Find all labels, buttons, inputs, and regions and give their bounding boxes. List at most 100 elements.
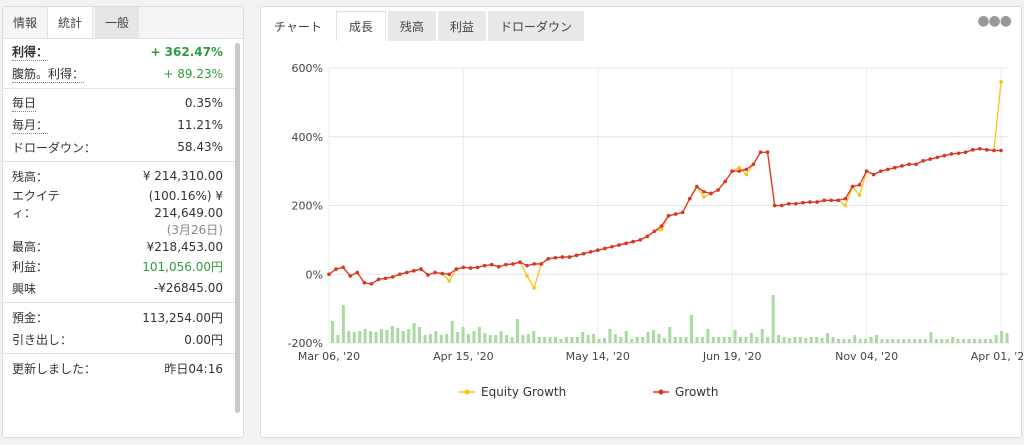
volume-bar	[363, 329, 367, 343]
volume-bar	[369, 331, 373, 343]
volume-bar	[722, 337, 726, 343]
growth-point	[560, 255, 565, 259]
updated-value: 昨日04:16	[164, 361, 223, 376]
tab-profit[interactable]: 利益	[437, 11, 486, 41]
volume-bar	[575, 337, 579, 343]
growth-point	[482, 263, 487, 268]
stats-scrollbar[interactable]	[235, 43, 240, 413]
y-tick-label: 600%	[292, 62, 323, 75]
equity-growth-point	[475, 265, 480, 270]
high-label: 最高：	[12, 240, 49, 254]
growth-point	[730, 169, 734, 173]
stats-tabs: 情報 統計 一般	[3, 7, 243, 39]
growth-point	[327, 272, 331, 277]
volume-bar	[804, 338, 808, 343]
growth-point	[893, 165, 897, 170]
volume-bar	[749, 333, 753, 343]
growth-point	[822, 198, 826, 203]
growth-point	[603, 246, 607, 251]
equity-growth-point	[518, 260, 522, 265]
growth-point	[546, 256, 551, 261]
more-dots-icon[interactable]: ●●●	[977, 13, 1012, 29]
x-tick-label: Nov 04, '20	[835, 350, 898, 363]
equity-growth-point	[985, 148, 989, 152]
growth-point	[666, 214, 671, 218]
equity-growth-point	[723, 179, 727, 184]
growth-point	[673, 212, 678, 216]
growth-point	[454, 267, 459, 271]
equity-growth-point	[426, 273, 430, 277]
growth-point	[419, 267, 423, 271]
volume-bar	[532, 331, 536, 343]
tab-info[interactable]: 情報	[13, 16, 38, 30]
tab-growth[interactable]: 成長	[335, 11, 386, 41]
equity-growth-point	[525, 274, 529, 278]
volume-bar	[597, 339, 601, 343]
equity-growth-point	[447, 279, 452, 283]
tab-balance[interactable]: 残高	[387, 11, 436, 41]
volume-bar	[559, 339, 563, 343]
balance-value: ¥ 214,310.00	[142, 169, 223, 183]
volume-bar	[390, 326, 394, 343]
volume-bar	[341, 305, 345, 343]
equity-growth-point	[794, 201, 798, 206]
monthly-label: 毎月：	[12, 118, 49, 134]
volume-bar	[815, 337, 819, 343]
growth-point	[949, 152, 954, 156]
equity-growth-point	[730, 169, 734, 173]
equity-growth-point	[631, 239, 635, 244]
growth-point	[440, 271, 444, 276]
equity-growth-point	[440, 271, 444, 276]
volume-bar	[771, 295, 775, 343]
growth-point	[836, 198, 841, 203]
volume-bar	[613, 334, 617, 343]
equity-growth-point	[992, 148, 996, 153]
volume-bar	[679, 337, 683, 343]
volume-bar	[940, 339, 944, 343]
growth-point	[624, 241, 628, 246]
tab-drawdown[interactable]: ドローダウン	[487, 11, 584, 41]
equity-growth-point	[751, 162, 756, 167]
daily-value: 0.35%	[184, 96, 223, 110]
growth-point	[886, 167, 890, 172]
volume-bar	[891, 339, 895, 343]
growth-point	[709, 191, 713, 196]
equity-growth-point	[666, 214, 671, 218]
equity-growth-point	[596, 248, 600, 252]
growth-point	[369, 282, 374, 286]
growth-point	[935, 155, 940, 160]
tab-general[interactable]: 一般	[95, 7, 140, 38]
y-tick-label: -200%	[288, 337, 323, 350]
volume-bar	[1000, 331, 1004, 343]
x-tick-label: May 14, '20	[566, 350, 630, 363]
growth-point	[638, 238, 643, 242]
volume-bar	[418, 327, 422, 343]
tab-chart[interactable]: チャート	[262, 11, 334, 41]
equity-growth-point	[603, 246, 607, 251]
growth-point	[765, 150, 770, 155]
volume-bar	[929, 332, 933, 343]
equity-growth-point	[878, 169, 883, 173]
volume-bar	[880, 339, 884, 343]
equity-growth-point	[970, 148, 975, 152]
volume-bar	[831, 337, 835, 343]
equity-label-2: ィ：	[12, 206, 37, 220]
legend-equity-dot	[464, 389, 470, 395]
growth-point	[574, 253, 579, 258]
tab-stats[interactable]: 統計	[47, 7, 94, 38]
growth-point	[737, 169, 742, 173]
volume-bar	[608, 329, 612, 343]
volume-bar	[918, 339, 922, 343]
growth-point	[744, 167, 749, 172]
volume-bar	[499, 331, 503, 343]
volume-bar	[847, 339, 851, 343]
high-date: (3月26日)	[166, 223, 223, 237]
volume-bar	[592, 334, 596, 343]
volume-bar	[777, 335, 781, 343]
growth-point	[808, 200, 812, 204]
volume-bar	[603, 338, 606, 343]
volume-bar	[439, 335, 443, 343]
equity-growth-point	[695, 184, 699, 189]
growth-point	[412, 269, 416, 273]
deposit-value: 113,254.00円	[142, 310, 223, 325]
